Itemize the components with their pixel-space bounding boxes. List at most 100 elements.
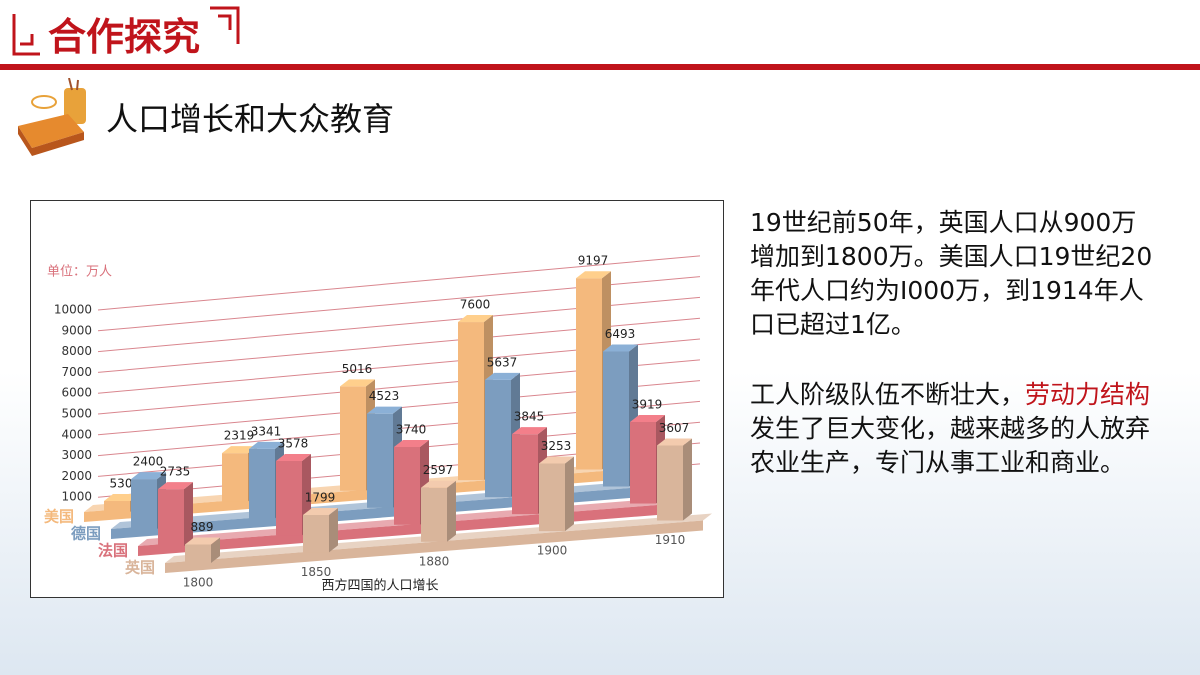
bar [104,500,130,512]
value-label: 5016 [342,362,373,376]
y-tick-label: 7000 [61,365,92,379]
y-tick-label: 10000 [54,303,92,317]
bar-top [303,507,338,515]
bar [249,448,275,519]
value-label: 5637 [487,355,518,369]
x-tick-label: 1850 [301,565,332,579]
bar-side [447,480,456,542]
y-tick-label: 2000 [61,469,92,483]
x-tick-label: 1800 [183,576,214,590]
y-tick-label: 8000 [61,344,92,358]
book-icon [18,78,86,156]
chart-body: 单位：万人 西方四国的人口增长 010002000300040005000600… [44,254,712,594]
bar-side [565,456,574,532]
bar [131,479,157,529]
bar-top [394,439,429,447]
bar-top [576,271,611,279]
bar [458,322,484,481]
chart-caption: 西方四国的人口增长 [321,578,438,594]
bar-top [249,441,284,449]
bar [303,514,329,553]
legend-label: 英国 [125,559,155,577]
bar-side [211,537,220,563]
bar-top [185,537,220,545]
bar [576,278,602,470]
bar-side [184,482,193,546]
bar-top [367,406,402,414]
paragraph: 19世纪前50年，英国人口从900万增加到1800万。美国人口19世纪20年代人… [750,208,1153,339]
legend-label: 美国 [44,508,74,526]
bar-top [603,344,638,352]
bar-top [421,480,456,488]
bar-top [222,446,257,454]
bar-top [512,427,547,435]
x-tick-label: 1910 [655,533,686,547]
bar [340,386,366,491]
value-label: 2400 [133,455,164,469]
bar [276,460,302,536]
x-tick-label: 1900 [537,544,568,558]
bar-side [329,507,338,553]
legend-label: 法国 [98,542,128,560]
bar-top [340,379,375,387]
chart: 单位：万人 西方四国的人口增长 010002000300040005000600… [44,254,712,594]
legend-label: 德国 [71,525,101,543]
value-label: 3607 [659,421,690,435]
bar-top [485,372,520,380]
y-tick-label: 9000 [61,323,92,337]
bar [158,489,184,546]
value-label: 3578 [278,436,309,450]
value-label: 2735 [160,465,191,479]
value-label: 3845 [514,410,545,424]
value-label: 1799 [305,490,336,504]
bar [512,434,538,515]
bar-top [458,315,493,323]
bar-side [683,438,692,521]
bar [185,544,211,563]
bar [222,453,248,502]
bar-top [158,482,193,490]
value-label: 3740 [396,422,427,436]
bar [367,413,393,508]
grid-line [97,255,701,311]
text: 发生了巨大变化，越来越多的人放弃农业生产，专门从事工业和商业。 [750,414,1151,477]
chart-frame: 单位：万人 西方四国的人口增长 010002000300040005000600… [30,200,724,598]
value-label: 6493 [605,327,636,341]
x-tick-label: 1880 [419,554,450,568]
y-tick-label: 3000 [61,448,92,462]
y-tick-label: 4000 [61,427,92,441]
header-ornament [12,6,240,56]
y-tick-label: 5000 [61,407,92,421]
y-tick-label: 6000 [61,386,92,400]
bar-top [104,493,139,501]
base-slab-front [165,520,703,573]
text: 工人阶级队伍不断壮大， [750,380,1026,409]
subtitle: 人口增长和大众教育 [106,100,395,138]
value-label: 4523 [369,389,400,403]
bar [603,351,629,487]
y-tick-label: 1000 [61,490,92,504]
unit-label: 单位：万人 [47,265,112,280]
bar-top [657,438,692,446]
bar-top [539,456,574,464]
bar [630,422,656,504]
bar [657,445,683,521]
bar-top [131,472,166,480]
header-title: 合作探究 [48,15,201,59]
bar [421,487,447,542]
value-label: 3341 [251,424,282,438]
bar [539,463,565,532]
bar [394,446,420,525]
value-label: 9197 [578,254,609,268]
value-label: 2319 [224,429,255,443]
value-label: 530 [110,476,133,490]
bar-top [630,415,665,423]
value-label: 889 [191,520,214,534]
header-rule [0,64,1200,70]
bar [485,379,511,498]
highlight: 劳动力结构 [1025,380,1151,409]
value-label: 2597 [423,463,454,477]
bar-top [276,453,311,461]
value-label: 7600 [460,298,491,312]
